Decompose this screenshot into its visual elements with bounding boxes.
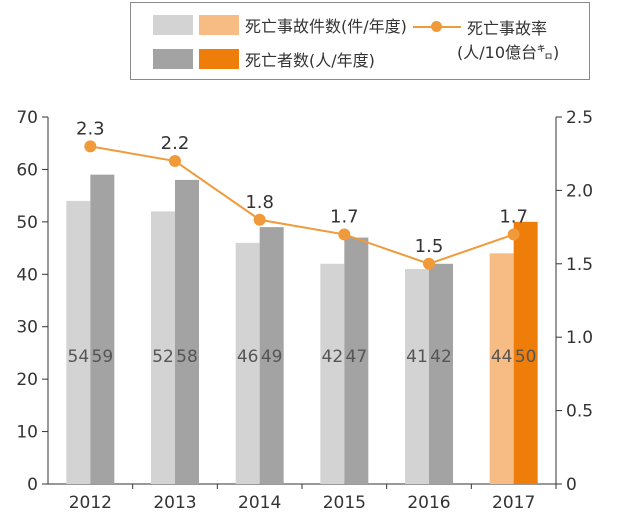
legend-item-accidents: 死亡事故件数(件/年度) bbox=[153, 13, 407, 37]
right-tick-label: 1.0 bbox=[566, 328, 593, 348]
rate-point bbox=[423, 257, 435, 270]
data-label-deaths: 49 bbox=[261, 347, 283, 367]
data-label-deaths: 42 bbox=[430, 347, 452, 367]
bar-accidents-2016 bbox=[405, 269, 429, 484]
data-label-accidents: 41 bbox=[406, 347, 428, 367]
left-tick-label: 70 bbox=[16, 108, 38, 128]
legend-swatch-deaths-latest bbox=[199, 49, 239, 69]
x-tick-label: 2016 bbox=[407, 493, 450, 513]
left-tick-label: 50 bbox=[16, 213, 38, 233]
data-label-deaths: 47 bbox=[346, 347, 368, 367]
legend-line-marker bbox=[413, 21, 461, 32]
x-tick-label: 2017 bbox=[492, 493, 535, 513]
rate-label: 1.7 bbox=[330, 206, 359, 227]
legend-swatch-accidents-past bbox=[153, 15, 193, 35]
legend-label-accidents: 死亡事故件数(件/年度) bbox=[245, 17, 407, 36]
left-tick-label: 60 bbox=[16, 160, 38, 180]
x-tick-label: 2012 bbox=[69, 493, 112, 513]
rate-label: 2.3 bbox=[76, 118, 105, 139]
x-tick-label: 2015 bbox=[323, 493, 366, 513]
rate-point bbox=[338, 228, 351, 241]
bar-accidents-2012 bbox=[66, 200, 91, 484]
rate-label: 1.8 bbox=[245, 192, 274, 213]
left-tick-label: 40 bbox=[16, 265, 38, 285]
data-label-accidents: 46 bbox=[237, 347, 259, 367]
right-tick-label: 2.0 bbox=[566, 181, 593, 201]
legend-label-deaths: 死亡者数(人/年度) bbox=[245, 51, 375, 70]
bar-deaths-2012 bbox=[90, 174, 115, 484]
data-label-accidents: 54 bbox=[68, 347, 90, 367]
bar-accidents-2015 bbox=[320, 263, 345, 484]
rate-label: 1.7 bbox=[499, 206, 528, 227]
bar-deaths-2017 bbox=[513, 221, 538, 484]
right-tick-label: 1.5 bbox=[566, 255, 593, 275]
data-label-deaths: 58 bbox=[176, 347, 198, 367]
legend: 死亡事故件数(件/年度) 死亡者数(人/年度) 死亡事故率 (人/10億台㌔) bbox=[130, 2, 590, 80]
legend-dot bbox=[431, 21, 442, 32]
data-label-accidents: 42 bbox=[322, 347, 344, 367]
rate-point bbox=[253, 213, 266, 226]
rate-line bbox=[90, 145, 514, 265]
bar-deaths-2014 bbox=[259, 227, 284, 484]
x-tick-label: 2014 bbox=[238, 493, 281, 513]
rate-point bbox=[507, 228, 520, 241]
bar-deaths-2016 bbox=[429, 263, 453, 484]
data-label-deaths: 50 bbox=[515, 347, 537, 367]
x-tick-label: 2013 bbox=[153, 493, 196, 513]
right-tick-label: 2.5 bbox=[566, 108, 593, 128]
legend-label-rate: 死亡事故率 bbox=[467, 19, 548, 38]
legend-label-rate-unit: (人/10億台㌔) bbox=[457, 43, 560, 62]
left-tick-label: 30 bbox=[16, 318, 38, 338]
bar-deaths-2015 bbox=[344, 237, 369, 484]
bar-deaths-2013 bbox=[175, 179, 199, 484]
right-tick-label: 0 bbox=[566, 475, 577, 495]
right-tick-label: 0.5 bbox=[566, 402, 593, 422]
bar-accidents-2017 bbox=[489, 253, 514, 484]
rate-label: 1.5 bbox=[415, 236, 444, 257]
data-label-deaths: 59 bbox=[92, 347, 114, 367]
data-label-accidents: 44 bbox=[491, 347, 513, 367]
left-tick-label: 20 bbox=[16, 370, 38, 390]
left-tick-label: 0 bbox=[27, 475, 38, 495]
bar-accidents-2013 bbox=[151, 211, 175, 484]
data-label-accidents: 52 bbox=[152, 347, 174, 367]
legend-item-deaths: 死亡者数(人/年度) bbox=[153, 47, 375, 71]
legend-swatch-deaths-past bbox=[153, 49, 193, 69]
rate-point bbox=[169, 155, 181, 168]
bar-accidents-2014 bbox=[235, 242, 260, 484]
rate-point bbox=[84, 140, 97, 153]
legend-swatch-accidents-latest bbox=[199, 15, 239, 35]
rate-label: 2.2 bbox=[161, 133, 190, 154]
left-tick-label: 10 bbox=[16, 423, 38, 443]
